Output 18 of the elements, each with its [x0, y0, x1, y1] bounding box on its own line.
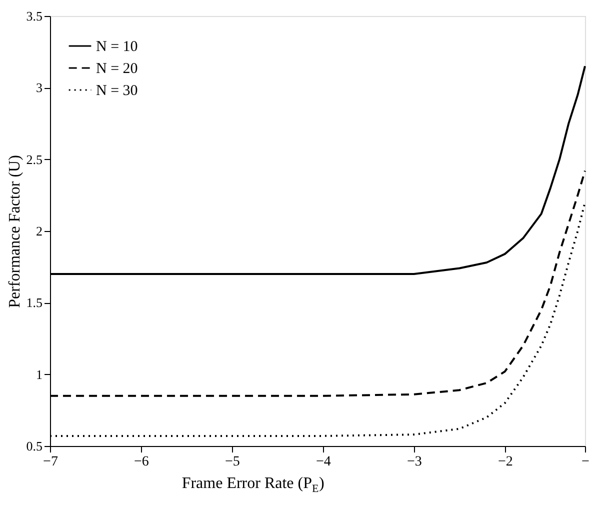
y-tick-label: 3.5 — [26, 8, 42, 24]
y-tick-label: 1 — [36, 366, 42, 382]
x-tick-label: −2 — [498, 454, 513, 470]
x-tick-label: − — [582, 454, 590, 470]
y-tick-label: 3 — [36, 80, 42, 96]
x-tick-label: −3 — [406, 454, 422, 470]
y-tick-label: 2 — [36, 224, 42, 238]
legend-label: N = 30 — [96, 83, 138, 99]
x-tick-label: −5 — [225, 454, 240, 470]
legend-label: N = 10 — [96, 39, 138, 55]
legend-label: N = 20 — [96, 61, 138, 77]
y-tick-label: 1.5 — [26, 295, 42, 310]
x-tick-label: −7 — [43, 454, 58, 470]
x-tick-label: −6 — [134, 454, 149, 470]
y-tick-label: 2.5 — [26, 152, 42, 167]
y-axis-title: Performance Factor (U) — [6, 155, 24, 308]
x-tick-label: −4 — [316, 454, 331, 470]
y-tick-label: 0.5 — [26, 438, 42, 454]
